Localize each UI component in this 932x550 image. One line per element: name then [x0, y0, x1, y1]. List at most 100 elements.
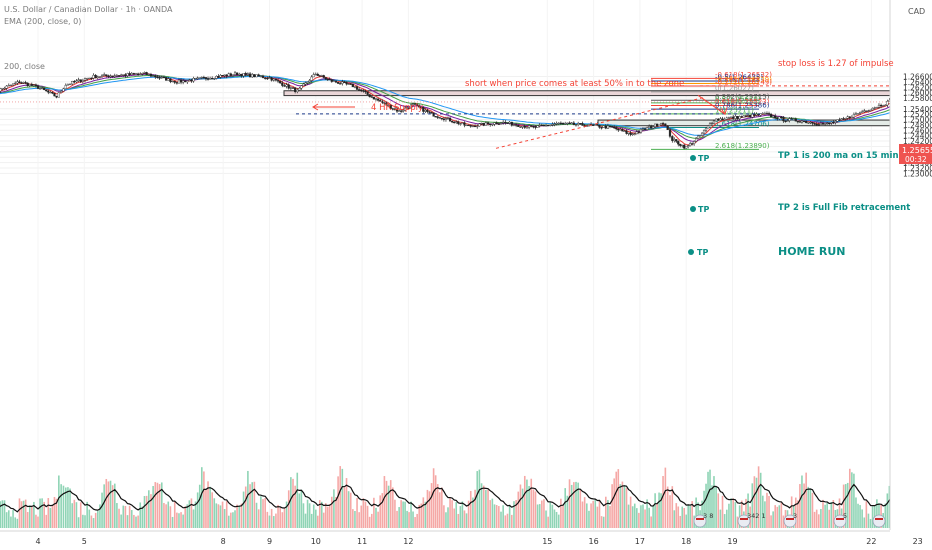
- volume-bar: [811, 492, 814, 528]
- volume-bar: [244, 486, 247, 528]
- price-axis-panel[interactable]: [890, 0, 932, 550]
- economic-events-row[interactable]: 3 8 342 1 3 5: [693, 512, 886, 528]
- volume-bar: [410, 501, 412, 528]
- candle: [177, 78, 181, 84]
- candle: [553, 122, 556, 127]
- tp1-note: TP 1 is 200 ma on 15 min: [778, 151, 899, 161]
- candle: [736, 115, 739, 120]
- candle: [156, 74, 159, 79]
- event-badge[interactable]: 3: [783, 512, 797, 528]
- candle: [502, 120, 505, 125]
- candle: [190, 78, 193, 83]
- candle: [854, 111, 858, 115]
- volume-bar: [176, 512, 178, 528]
- volume-bar: [436, 484, 439, 528]
- candle: [639, 127, 643, 134]
- event-badge[interactable]: 342 1: [737, 512, 766, 528]
- candle: [124, 73, 127, 78]
- volume-bar: [579, 489, 582, 528]
- event-badge[interactable]: 5: [833, 512, 847, 528]
- candle: [86, 77, 89, 81]
- volume-bar: [120, 514, 122, 528]
- drawings-layer[interactable]: [0, 85, 890, 149]
- volume-bar: [318, 500, 321, 528]
- candle: [424, 108, 427, 113]
- volume-bar: [1, 500, 4, 528]
- volume-bar: [728, 503, 730, 528]
- candle: [581, 121, 584, 126]
- volume-bar: [225, 501, 228, 528]
- volume-bar: [523, 475, 526, 528]
- candle: [489, 123, 492, 127]
- volume-bar: [434, 475, 437, 528]
- candle: [786, 118, 789, 122]
- volume-bar: [770, 515, 772, 528]
- volume-bar: [549, 501, 552, 528]
- chart-legend[interactable]: U.S. Dollar / Canadian Dollar · 1h · OAN…: [4, 5, 173, 71]
- candle: [879, 103, 883, 109]
- volume-bar: [551, 504, 554, 528]
- volume-bar: [18, 498, 21, 528]
- volume-bar: [264, 498, 266, 528]
- volume-bar: [230, 512, 232, 528]
- event-badge[interactable]: 3 8: [693, 512, 713, 528]
- candle: [850, 115, 853, 119]
- candle: [561, 122, 565, 125]
- candle: [51, 91, 54, 95]
- volume-bar: [586, 503, 588, 528]
- event-badge[interactable]: [872, 514, 886, 528]
- candle: [702, 129, 706, 135]
- projection-arrow[interactable]: [697, 94, 726, 115]
- candle: [819, 121, 822, 125]
- volume-bar: [642, 504, 644, 528]
- fib-extension-tool[interactable]: -0.618(1.26532)-0.5(1.26435)-0.382(1.263…: [651, 71, 772, 150]
- candle: [446, 116, 450, 120]
- volume-bar: [266, 511, 269, 528]
- volume-bar: [279, 507, 281, 528]
- volume-bar: [97, 510, 99, 528]
- candle: [549, 124, 552, 127]
- candle: [792, 118, 795, 121]
- candle: [461, 122, 464, 124]
- candle: [448, 116, 452, 122]
- candle: [337, 82, 340, 85]
- volume-bar: [3, 500, 6, 528]
- fib-level-label: 2.618(1.23890): [715, 142, 770, 150]
- candle: [867, 109, 870, 113]
- volume-bar: [820, 508, 822, 528]
- volume-bar: [817, 514, 820, 528]
- candle: [96, 75, 99, 80]
- volume-bar: [617, 469, 620, 528]
- candle: [499, 121, 503, 125]
- volume-bar: [55, 498, 58, 528]
- volume-bar: [545, 510, 547, 528]
- price-tick-label: 1.26400: [903, 78, 932, 87]
- volume-bar: [312, 504, 315, 528]
- volume-bar: [190, 498, 193, 528]
- candle: [484, 121, 487, 126]
- candle: [261, 74, 265, 79]
- volume-bar: [443, 505, 445, 528]
- candle: [132, 72, 135, 75]
- candle: [81, 78, 84, 84]
- volume-bar: [242, 491, 245, 528]
- candle: [869, 109, 872, 112]
- volume-bar: [111, 485, 114, 528]
- candle: [221, 75, 224, 77]
- candle: [495, 121, 498, 125]
- candle: [343, 80, 346, 83]
- candle: [865, 110, 868, 112]
- event-badge-count: 5: [843, 512, 847, 520]
- candle: [283, 83, 286, 87]
- volume-bar: [203, 471, 205, 528]
- volume-bar: [807, 486, 810, 528]
- volume-bar: [122, 505, 125, 528]
- candle: [316, 72, 319, 76]
- candle: [120, 73, 123, 77]
- volume-bar: [167, 501, 170, 528]
- volume-bar: [209, 486, 211, 528]
- candle: [402, 108, 405, 113]
- candle: [147, 73, 150, 76]
- candle: [708, 122, 712, 127]
